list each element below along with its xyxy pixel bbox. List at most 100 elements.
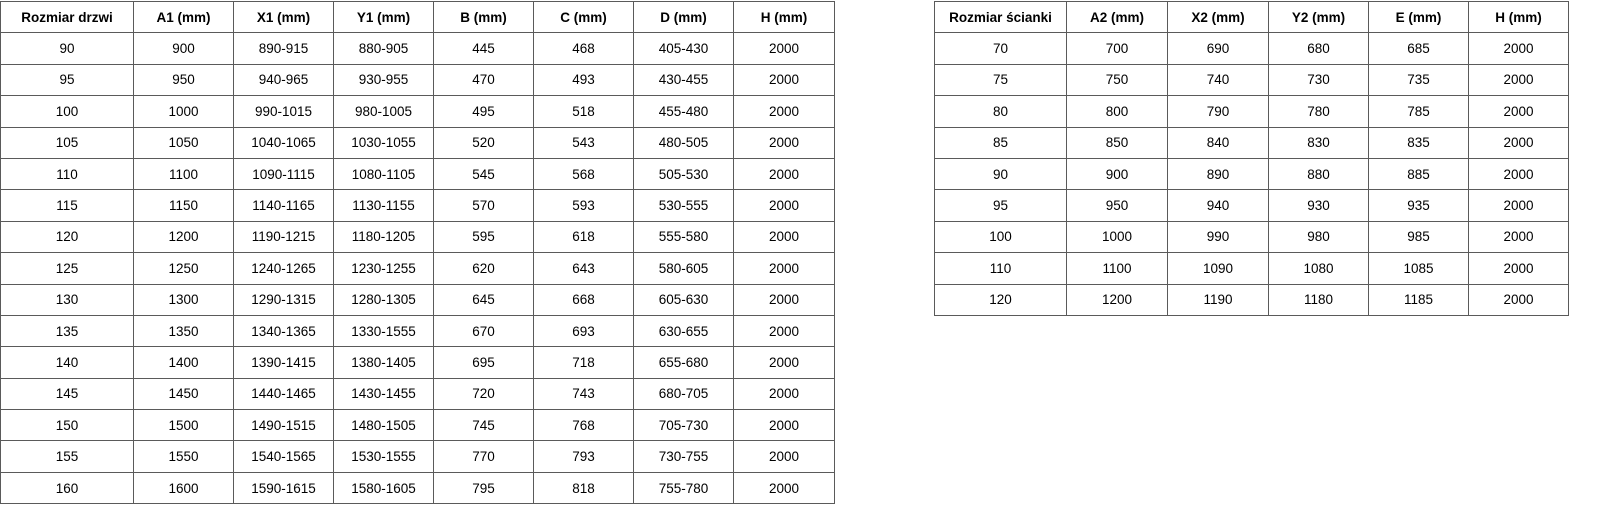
table-row: 150 1500 1490-1515 1480-1505 745 768 705-730 20…	[0, 409, 835, 442]
table-cell: 720	[433, 377, 534, 411]
table-row: 160 1600 1590-1615 1580-1605 795 818 755-780 20…	[0, 471, 835, 505]
table-cell: 1450	[133, 377, 234, 411]
table-cell: 800	[1066, 95, 1168, 128]
table-cell: 730	[1268, 63, 1369, 97]
table-cell: 1480-1505	[333, 409, 434, 442]
table-cell: 1200	[133, 220, 234, 254]
table-cell: 1540-1565	[233, 440, 334, 473]
table-cell: 840	[1167, 126, 1269, 159]
table-cell: 1280-1305	[333, 283, 434, 316]
table-cell: 1080	[1268, 252, 1369, 285]
table-cell: 593	[533, 189, 634, 222]
table-cell: 755-780	[633, 471, 734, 505]
table-cell: 2000	[733, 377, 835, 411]
table-row: 80 800 790 780 785 2000	[934, 95, 1569, 128]
table-cell: 1300	[133, 283, 234, 316]
table-cell: 1130-1155	[333, 189, 434, 222]
table-cell: 1230-1255	[333, 252, 434, 285]
table-cell: 85	[934, 126, 1067, 159]
table-cell: 705-730	[633, 409, 734, 442]
table-row: 90 900 890 880 885 2000	[934, 157, 1569, 191]
table-row: 120 1200 1190 1180 1185 2000	[934, 283, 1569, 316]
table-cell: 1240-1265	[233, 252, 334, 285]
table-cell: 95	[934, 189, 1067, 222]
table-cell: 495	[433, 95, 534, 128]
table-cell: 1200	[1066, 283, 1168, 316]
table-cell: 1400	[133, 346, 234, 379]
column-header: B (mm)	[433, 0, 534, 34]
column-header: Y1 (mm)	[333, 0, 434, 34]
table-row: 85 850 840 830 835 2000	[934, 126, 1569, 159]
table-cell: 685	[1368, 32, 1469, 65]
table-cell: 2000	[733, 471, 835, 505]
table-cell: 2000	[1468, 252, 1569, 285]
table-cell: 1180-1205	[333, 220, 434, 254]
table-cell: 110	[934, 252, 1067, 285]
table-row: 75 750 740 730 735 2000	[934, 63, 1569, 97]
table-cell: 935	[1368, 189, 1469, 222]
table-cell: 850	[1066, 126, 1168, 159]
table-cell: 668	[533, 283, 634, 316]
table-cell: 1180	[1268, 283, 1369, 316]
table-cell: 445	[433, 32, 534, 65]
table-cell: 545	[433, 157, 534, 191]
table-row: 100 1000 990 980 985 2000	[934, 220, 1569, 254]
table-cell: 1085	[1368, 252, 1469, 285]
table-row: 130 1300 1290-1315 1280-1305 645 668 605-630 20…	[0, 283, 835, 316]
table-row: 125 1250 1240-1265 1230-1255 620 643 580-605 20…	[0, 252, 835, 285]
table-cell: 2000	[1468, 32, 1569, 65]
column-header: X1 (mm)	[233, 0, 334, 34]
table-cell: 618	[533, 220, 634, 254]
table-cell: 120	[0, 220, 134, 254]
table-cell: 2000	[733, 283, 835, 316]
table-cell: 568	[533, 157, 634, 191]
table-cell: 735	[1368, 63, 1469, 97]
table-cell: 780	[1268, 95, 1369, 128]
table-cell: 743	[533, 377, 634, 411]
table-cell: 835	[1368, 126, 1469, 159]
header-row: Rozmiar ścianki A2 (mm) X2 (mm) Y2 (mm) E (m…	[934, 0, 1569, 34]
table-cell: 1550	[133, 440, 234, 473]
table-cell: 1100	[133, 157, 234, 191]
table-cell: 693	[533, 314, 634, 348]
table-cell: 643	[533, 252, 634, 285]
table-cell: 950	[1066, 189, 1168, 222]
table-row: 110 1100 1090 1080 1085 2000	[934, 252, 1569, 285]
table-cell: 795	[433, 471, 534, 505]
table-cell: 645	[433, 283, 534, 316]
table-cell: 505-530	[633, 157, 734, 191]
table-cell: 1390-1415	[233, 346, 334, 379]
column-header: Y2 (mm)	[1268, 0, 1369, 34]
table-cell: 880	[1268, 157, 1369, 191]
table-cell: 890	[1167, 157, 1269, 191]
table-cell: 1340-1365	[233, 314, 334, 348]
table-row: 135 1350 1340-1365 1330-1555 670 693 630-655 20…	[0, 314, 835, 348]
table-cell: 2000	[1468, 63, 1569, 97]
table-cell: 75	[934, 63, 1067, 97]
table-cell: 885	[1368, 157, 1469, 191]
table-cell: 750	[1066, 63, 1168, 97]
table-cell: 470	[433, 63, 534, 97]
table-cell: 890-915	[233, 32, 334, 65]
table-cell: 980-1005	[333, 95, 434, 128]
table-row: 100 1000 990-1015 980-1005 495 518 455-480 2000	[0, 95, 835, 128]
table-cell: 985	[1368, 220, 1469, 254]
door-size-table: Rozmiar drzwi A1 (mm) X1 (mm) Y1 (mm) B (mm)…	[0, 0, 835, 505]
table-cell: 90	[0, 32, 134, 65]
table-cell: 1380-1405	[333, 346, 434, 379]
column-header: A1 (mm)	[133, 0, 234, 34]
table-cell: 480-505	[633, 126, 734, 159]
table-cell: 80	[934, 95, 1067, 128]
table-cell: 1040-1065	[233, 126, 334, 159]
table-cell: 1580-1605	[333, 471, 434, 505]
table-cell: 1140-1165	[233, 189, 334, 222]
table-cell: 2000	[733, 95, 835, 128]
table-cell: 2000	[733, 189, 835, 222]
table-cell: 1590-1615	[233, 471, 334, 505]
table-cell: 785	[1368, 95, 1469, 128]
table-row: 115 1150 1140-1165 1130-1155 570 593 530-555 20…	[0, 189, 835, 222]
table-cell: 1190-1215	[233, 220, 334, 254]
column-header: D (mm)	[633, 0, 734, 34]
table-cell: 2000	[733, 220, 835, 254]
table-cell: 130	[0, 283, 134, 316]
